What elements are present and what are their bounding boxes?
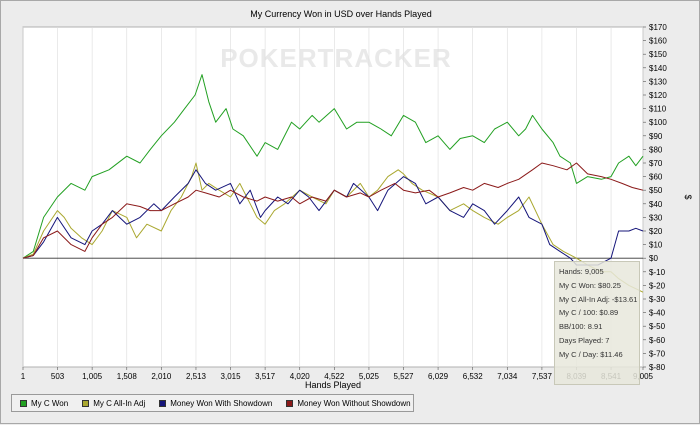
y-tick-label: $-40 (649, 309, 666, 318)
y-tick-label: $-20 (649, 281, 666, 290)
y-tick-label: $10 (649, 241, 663, 250)
x-tick-label: 6,029 (428, 372, 449, 381)
x-tick-label: 4,020 (290, 372, 311, 381)
y-tick-label: $-70 (649, 349, 666, 358)
stats-box: Hands: 9,005 My C Won: $80.25 My C All-I… (554, 261, 640, 385)
legend-label: Money Won With Showdown (170, 398, 273, 408)
x-tick-label: 3,015 (221, 372, 242, 381)
series-line-0 (22, 74, 644, 259)
y-tick-label: $130 (649, 77, 667, 86)
legend-swatch (159, 399, 167, 407)
legend-label: Money Won Without Showdown (297, 398, 411, 408)
y-tick-label: $110 (649, 105, 667, 114)
legend-label: My C All-In Adj (93, 398, 146, 408)
x-tick-label: 5,527 (393, 372, 414, 381)
x-tick-label: 503 (51, 372, 65, 381)
stats-per-100: My C / 100: $0.89 (559, 308, 619, 318)
chart-legend: My C Won My C All-In Adj Money Won With … (11, 394, 414, 412)
y-tick-label: $-50 (649, 322, 666, 331)
legend-label: My C Won (31, 398, 69, 408)
x-tick-label: 7,537 (532, 372, 553, 381)
y-tick-label: $90 (649, 132, 663, 141)
stats-all-in-adj: My C All-In Adj: -$13.61 (559, 294, 638, 304)
y-tick-label: $50 (649, 186, 663, 195)
y-tick-label: $-80 (649, 363, 666, 372)
y-tick-label: $140 (649, 64, 667, 73)
chart-title: My Currency Won in USD over Hands Played (250, 9, 431, 19)
y-tick-label: $20 (649, 227, 663, 236)
legend-item-with-showdown[interactable]: Money Won With Showdown (159, 399, 272, 408)
series-line-1 (22, 162, 644, 293)
y-tick-label: $60 (649, 173, 663, 182)
legend-item-my-c-won[interactable]: My C Won (20, 399, 68, 408)
stats-bb-100: BB/100: 8.91 (559, 322, 603, 332)
y-tick-label: $170 (649, 23, 667, 32)
y-axis-ticks: $-80 $-70 $-60 $-50 $-40 $-30 $-20 $-10 $0 $10 $20… (643, 23, 667, 372)
x-tick-label: 6,532 (463, 372, 484, 381)
x-axis-label: Hands Played (305, 380, 361, 390)
stats-hands: Hands: 9,005 (559, 267, 604, 276)
stats-per-day: My C / Day: $11.46 (559, 349, 623, 359)
y-tick-label: $-10 (649, 268, 666, 277)
legend-swatch (286, 399, 294, 407)
stats-days-played: Days Played: 7 (559, 335, 610, 345)
y-tick-label: $100 (649, 118, 667, 127)
x-tick-label: 7,034 (497, 372, 518, 381)
legend-item-without-showdown[interactable]: Money Won Without Showdown (286, 398, 411, 408)
legend-swatch (82, 399, 90, 407)
x-tick-label: 1,005 (82, 372, 103, 381)
watermark-text: POKERTRACKER (220, 43, 452, 73)
x-tick-label: 2,513 (186, 372, 207, 381)
y-tick-label: $30 (649, 213, 663, 222)
x-tick-label: 2,010 (151, 372, 172, 381)
y-tick-label: $-60 (649, 336, 666, 345)
legend-swatch (20, 399, 27, 407)
series-line-3 (22, 162, 644, 259)
y-tick-label: $-30 (649, 295, 666, 304)
y-tick-label: $150 (649, 50, 667, 59)
plot-area (22, 26, 644, 368)
x-tick-label: 3,517 (255, 372, 276, 381)
y-tick-label: $160 (649, 37, 667, 46)
y-tick-label: $0 (649, 254, 658, 263)
x-tick-label: 4,522 (324, 372, 345, 381)
stats-won: My C Won: $80.25 (559, 280, 621, 290)
x-tick-label: 9,005 (633, 372, 654, 381)
x-tick-label: 5,025 (359, 372, 380, 381)
y-tick-label: $40 (649, 200, 663, 209)
y-tick-label: $80 (649, 145, 663, 154)
x-tick-label: 1 (21, 372, 26, 381)
x-tick-label: 1,508 (117, 372, 138, 381)
series-lines (22, 74, 644, 293)
y-tick-label: $70 (649, 159, 663, 168)
y-axis-label: $ (683, 194, 693, 199)
y-tick-label: $120 (649, 91, 667, 100)
legend-item-all-in-adj[interactable]: My C All-In Adj (82, 399, 145, 408)
